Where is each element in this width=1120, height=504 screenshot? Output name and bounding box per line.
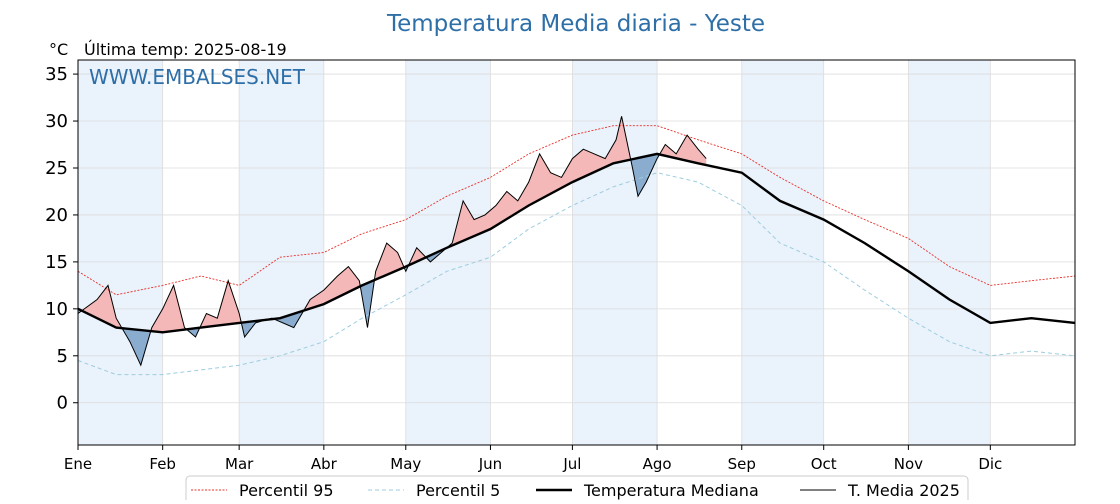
x-tick-label: Jul: [562, 455, 581, 473]
y-tick-label: 10: [45, 299, 68, 320]
above-median-fill: [446, 116, 632, 248]
legend: Percentil 95 Percentil 5 Temperatura Media…: [185, 475, 969, 504]
y-tick-label: 15: [45, 252, 68, 273]
legend-box: [185, 475, 969, 504]
below-median-fill: [631, 153, 660, 197]
last-temp-label: Última temp: 2025-08-19: [84, 40, 287, 59]
month-band: [741, 60, 824, 445]
month-band: [239, 60, 324, 445]
y-tick-label: 20: [45, 205, 68, 226]
y-tick-label: 35: [45, 64, 68, 85]
x-tick-label: May: [390, 455, 421, 473]
month-band: [572, 60, 658, 445]
x-tick-label: Ago: [643, 455, 672, 473]
x-tick-label: Feb: [149, 455, 176, 473]
watermark: WWW.EMBALSES.NET: [89, 65, 306, 89]
y-tick-label: 0: [57, 393, 68, 414]
above-median-fill: [82, 285, 124, 329]
chart-title: Temperatura Media diaria - Yeste: [386, 11, 765, 37]
x-tick-label: Oct: [811, 455, 837, 473]
unit-label: °C: [49, 40, 68, 59]
anomaly-fills: [78, 116, 707, 366]
plot-frame: [77, 59, 1076, 446]
legend-label: Temperatura Mediana: [583, 481, 759, 500]
below-median-fill: [274, 310, 305, 328]
percentile-5-line: [77, 172, 1076, 376]
media-2025-line: [77, 116, 707, 367]
above-median-fill: [375, 243, 405, 280]
x-tick-label: Abr: [311, 455, 338, 473]
legend-label: T. Media 2025: [847, 481, 960, 500]
x-tick-label: Mar: [225, 455, 254, 473]
axes: 0 5 10 15 20 25 30 35 Ene Feb Mar Abr May Jun Jul Ago Se…: [45, 64, 1002, 473]
above-median-fill: [304, 266, 361, 311]
y-tick-label: 25: [45, 158, 68, 179]
legend-label: Percentil 5: [416, 481, 500, 500]
above-median-fill: [659, 135, 707, 166]
x-tick-label: Sep: [728, 455, 756, 473]
month-band: [78, 60, 163, 445]
x-tick-label: Nov: [894, 455, 923, 473]
y-tick-label: 5: [57, 346, 68, 367]
x-tick-label: Jun: [478, 455, 502, 473]
below-median-fill: [241, 319, 267, 338]
below-median-fill: [123, 328, 152, 366]
above-median-fill: [151, 285, 188, 333]
legend-label: Percentil 95: [239, 481, 334, 500]
month-band: [908, 60, 991, 445]
month-bands: [78, 60, 991, 445]
below-median-fill: [360, 279, 376, 328]
x-tick-label: Dic: [978, 455, 1002, 473]
above-median-fill: [409, 247, 427, 265]
median-line: [77, 152, 1076, 334]
series-lines: [77, 116, 1076, 376]
y-tick-label: 30: [45, 111, 68, 132]
percentile-95-line: [77, 125, 1076, 296]
x-tick-label: Ene: [64, 455, 92, 473]
